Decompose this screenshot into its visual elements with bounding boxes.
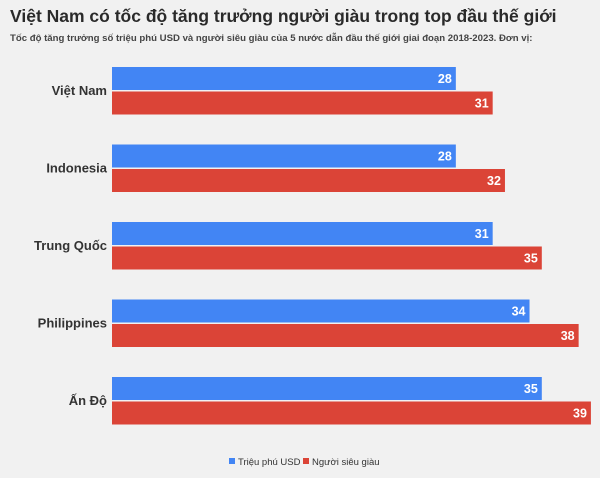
bar-millionaires (112, 222, 493, 245)
category-label: Philippines (38, 316, 107, 331)
category-label: Ấn Độ (69, 393, 107, 408)
legend-label: Triệu phú USD (238, 457, 301, 468)
bar-ultra-rich (112, 246, 542, 270)
legend-swatch (303, 458, 309, 464)
category-label: Trung Quốc (34, 238, 107, 253)
chart-subtitle: Tốc độ tăng trưởng số triệu phú USD và n… (10, 33, 533, 44)
data-label: 35 (524, 252, 538, 266)
bar-millionaires (112, 377, 542, 400)
data-label: 39 (573, 407, 587, 421)
category-label: Việt Nam (52, 83, 107, 98)
data-label: 31 (475, 227, 489, 241)
bar-millionaires (112, 299, 530, 323)
data-label: 31 (475, 97, 489, 111)
data-label: 35 (524, 382, 538, 396)
data-label: 28 (438, 150, 452, 164)
legend-label: Người siêu giàu (312, 457, 380, 468)
data-label: 28 (438, 72, 452, 86)
legend-swatch (229, 458, 235, 464)
chart-title: Việt Nam có tốc độ tăng trưởng người già… (10, 6, 557, 26)
data-label: 34 (512, 305, 526, 319)
bar-ultra-rich (112, 169, 505, 192)
bar-ultra-rich (112, 324, 579, 347)
data-label: 32 (487, 174, 501, 188)
data-label: 38 (561, 329, 575, 343)
bar-millionaires (112, 67, 456, 90)
bar-millionaires (112, 144, 456, 168)
category-label: Indonesia (46, 161, 107, 176)
bar-ultra-rich (112, 401, 591, 425)
bar-ultra-rich (112, 91, 493, 115)
